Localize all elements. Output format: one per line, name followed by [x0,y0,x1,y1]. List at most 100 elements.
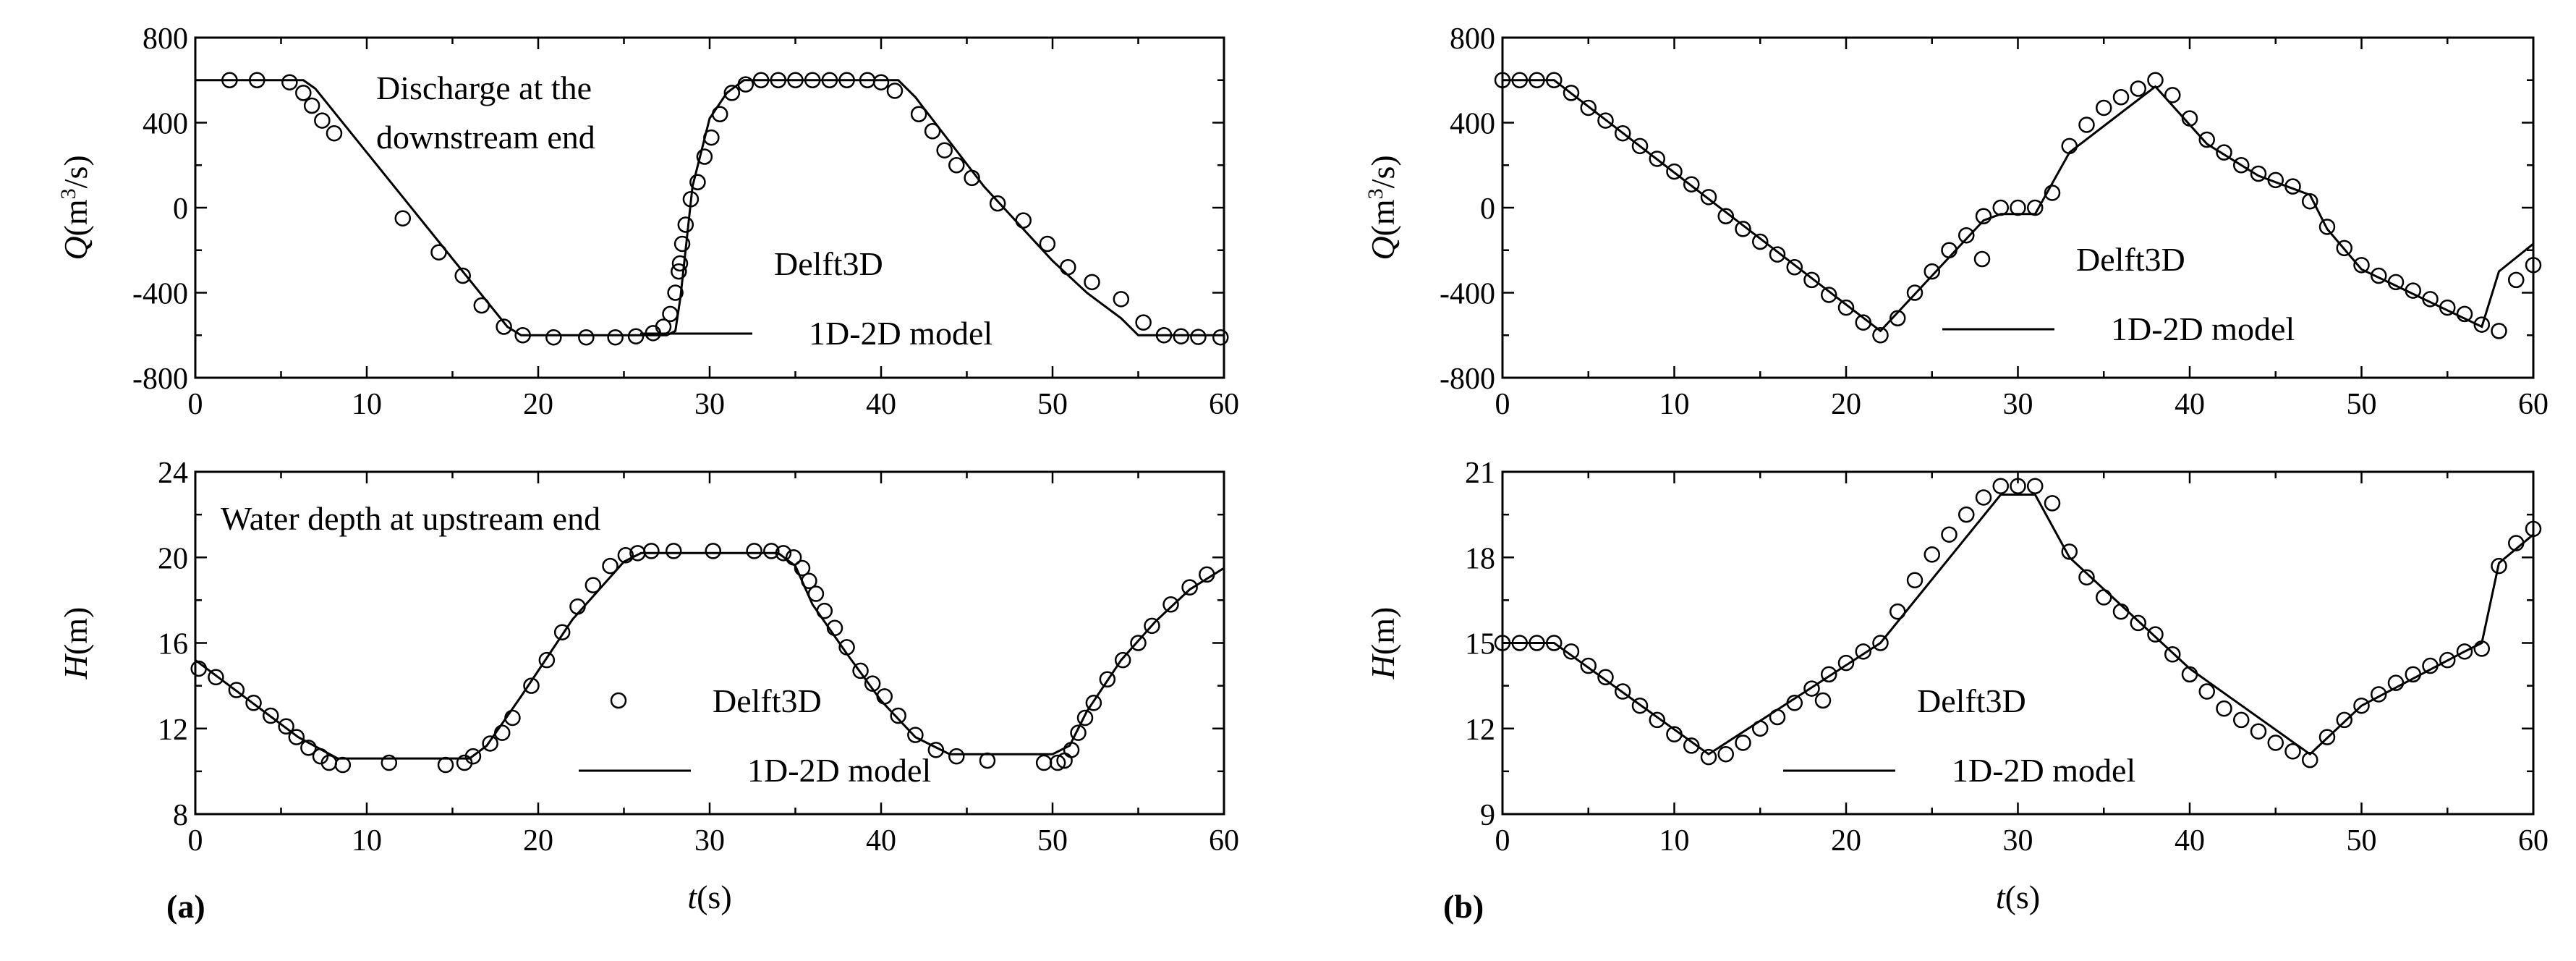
y-axis-label-superscript: 3 [56,188,80,199]
data-point-delft3d [979,752,996,769]
data-point-delft3d [1631,697,1649,714]
data-point-delft3d [2302,751,2318,769]
data-point-delft3d [671,263,687,280]
data-point-delft3d [852,662,869,680]
y-axis-label-unit: (m) [57,607,94,655]
y-axis-label-symbol: Q [1364,236,1401,260]
annotation-text: downstream end [376,119,595,156]
data-point-delft3d [1872,635,1889,651]
y-axis-label-symbol: H [1364,653,1401,680]
data-point-delft3d [2371,686,2387,703]
data-point-delft3d [1135,314,1152,331]
data-point-delft3d [662,305,679,323]
y-axis-label-unit-tail: /s) [57,155,94,188]
x-tick-label: 20 [523,388,553,421]
data-point-delft3d [667,284,684,301]
y-tick-label: 800 [1450,22,1495,56]
data-point-delft3d [1837,654,1855,672]
data-point-delft3d [689,174,706,190]
data-point-delft3d [1700,189,1717,206]
data-point-delft3d [1181,579,1198,596]
data-point-delft3d [2061,543,2078,560]
data-point-delft3d [1144,617,1160,635]
data-point-delft3d [1735,734,1751,751]
data-point-delft3d [665,543,682,559]
data-point-delft3d [2010,199,2026,216]
x-tick-label: 50 [2347,388,2377,421]
data-point-delft3d [1683,737,1700,754]
data-point-delft3d [1769,246,1786,263]
x-tick-label: 40 [2175,824,2205,858]
data-point-delft3d [607,329,624,346]
data-point-delft3d [2096,589,2112,606]
plots-layer: 0 10 20 30 40 50 60-800-4000400800Q(m3/s)Disch… [56,22,2549,915]
data-point-delft3d [228,682,245,698]
data-point-delft3d [2250,165,2267,182]
data-point-delft3d [1035,754,1053,771]
data-point-delft3d [1837,299,1855,316]
data-point-delft3d [1666,163,1683,180]
data-point-delft3d [746,543,762,559]
data-point-delft3d [2525,520,2542,538]
data-point-delft3d [1958,506,1975,523]
data-point-delft3d [2318,219,2336,235]
data-point-delft3d [1212,329,1229,346]
data-point-delft3d [1975,208,1992,224]
data-point-delft3d [482,735,498,752]
data-point-delft3d [493,724,511,741]
data-point-delft3d [1786,259,1803,276]
x-tick-label: 30 [694,824,725,858]
y-tick-label: 0 [173,192,188,226]
legend-label-1d-2d-model: 1D-2D model [747,752,931,789]
x-tick-label: 10 [352,388,382,421]
data-point-delft3d [1563,85,1580,101]
data-point-delft3d [2491,323,2507,339]
y-tick-label: -400 [132,278,188,311]
y-axis-label-symbol: H [57,653,94,680]
data-point-delft3d [1683,176,1700,192]
y-axis-label-symbol: Q [57,236,94,260]
x-tick-label: 20 [1831,824,1861,858]
data-point-delft3d [2233,157,2250,174]
panel-label-b: (b) [1443,888,1484,925]
data-point-delft3d [2044,495,2061,512]
data-point-delft3d [617,547,634,564]
data-point-delft3d [1803,680,1820,697]
data-point-delft3d [989,195,1006,212]
data-point-delft3d [936,142,953,158]
x-tick-label: 60 [1209,824,1239,858]
x-tick-label: 0 [188,824,203,858]
data-point-delft3d [2371,267,2387,284]
data-point-delft3d [1070,724,1087,741]
data-point-delft3d [1580,99,1597,117]
y-axis-label: H(m) [1364,607,1401,680]
legend-label-delft3d: Delft3D [774,245,883,282]
y-tick-label: 20 [158,542,188,575]
data-point-delft3d [464,748,482,765]
data-point-delft3d [585,577,602,593]
data-point-delft3d [2525,257,2542,274]
data-point-delft3d [1615,124,1631,142]
y-tick-label: 9 [1480,799,1495,832]
y-axis-label-unit-tail: /s) [1364,155,1401,188]
x-axis-label: t(s) [687,879,731,915]
data-point-delft3d [437,756,454,774]
data-point-delft3d [864,675,881,692]
data-point-delft3d [545,329,562,346]
series-line-1d-2d-model [1502,494,2534,756]
data-point-delft3d [2267,734,2284,751]
x-tick-label: 60 [2518,388,2549,421]
x-tick-label: 0 [1495,824,1510,858]
x-tick-label: 60 [2518,824,2549,858]
data-point-delft3d [948,748,965,765]
x-tick-label: 40 [2175,388,2205,421]
data-point-delft3d [890,707,906,724]
data-point-delft3d [326,124,343,142]
x-tick-label: 40 [866,388,896,421]
y-axis-label-unit: (m [1364,199,1401,236]
data-point-delft3d [2130,80,2146,97]
data-point-delft3d [1597,112,1614,129]
y-tick-label: 800 [143,22,188,56]
data-point-delft3d [1803,271,1820,289]
